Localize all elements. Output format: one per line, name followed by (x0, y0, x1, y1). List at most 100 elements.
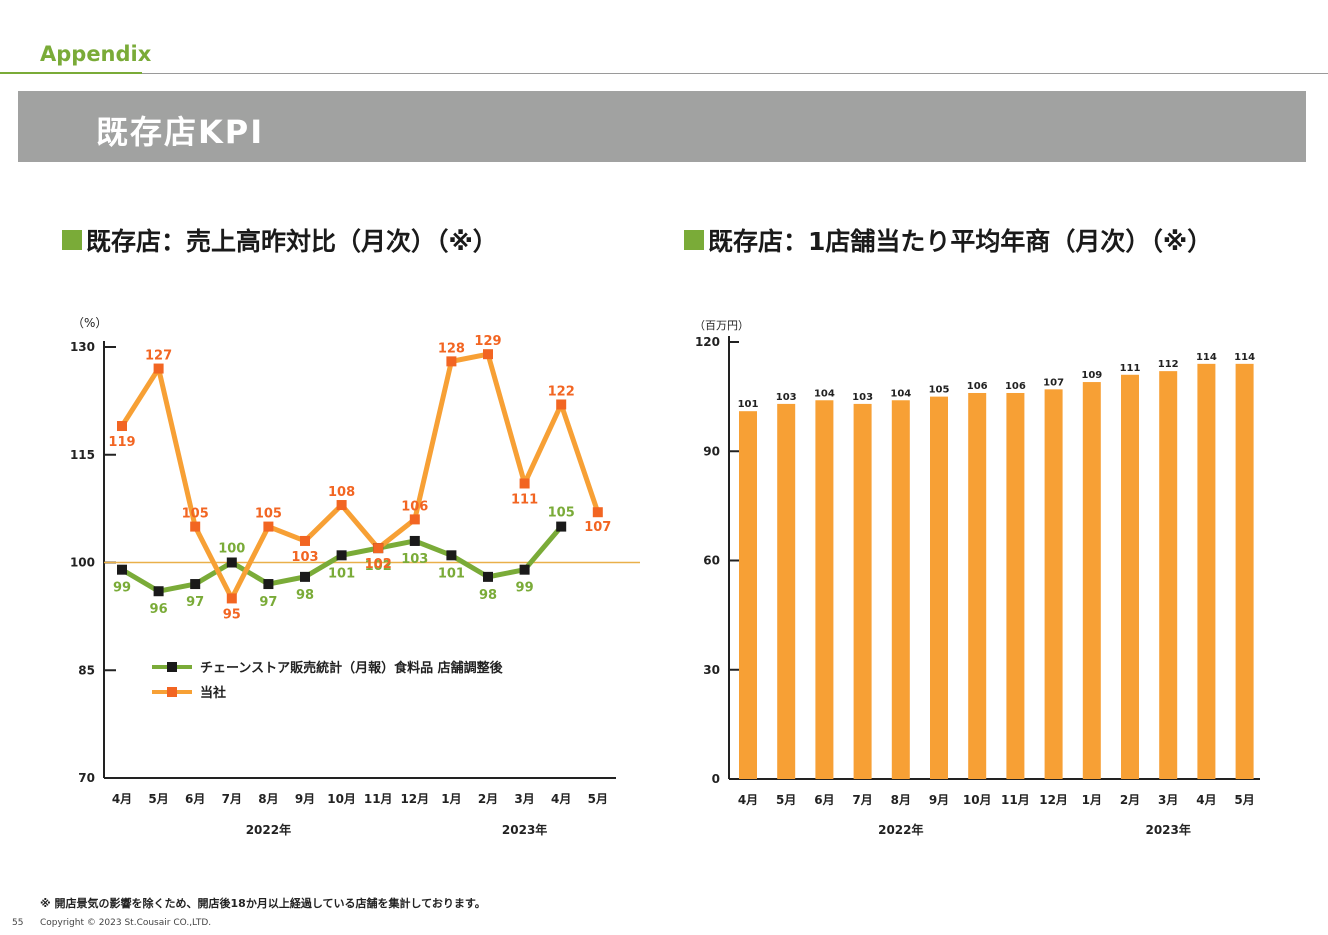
data-label-chain-store: 98 (296, 588, 314, 603)
data-label-company: 127 (145, 349, 172, 364)
point-chain-store (263, 579, 274, 590)
bar (777, 403, 796, 779)
y-tick-label: 85 (78, 663, 95, 677)
data-label-company: 103 (291, 550, 318, 565)
point-company (373, 543, 384, 554)
bar (815, 400, 834, 779)
data-label-chain-store: 100 (218, 542, 245, 557)
legend-label: 当社 (200, 685, 226, 701)
point-company (226, 593, 237, 604)
legend-marker (167, 687, 177, 697)
point-chain-store (226, 557, 237, 568)
point-company (336, 500, 347, 511)
x-tick-label: 5月 (776, 793, 796, 807)
appendix-underline (0, 72, 142, 74)
bar (1235, 363, 1254, 779)
point-chain-store (519, 564, 530, 575)
x-tick-label: 1月 (1082, 793, 1102, 807)
x-tick-label: 3月 (514, 792, 534, 806)
point-company (592, 507, 603, 518)
data-label-company: 111 (511, 492, 538, 507)
y-tick-label: 120 (695, 335, 720, 349)
y-tick-label: 130 (70, 340, 95, 354)
x-tick-label: 6月 (185, 792, 205, 806)
data-label-company: 102 (365, 557, 392, 572)
x-tick-label: 10月 (963, 793, 992, 807)
x-tick-label: 5月 (148, 792, 168, 806)
appendix-label: Appendix (40, 42, 152, 66)
data-label-company: 119 (108, 435, 135, 450)
point-chain-store (300, 571, 310, 582)
x-tick-label: 3月 (1158, 793, 1178, 807)
bar (1197, 363, 1216, 779)
x-tick-label: 2月 (478, 792, 498, 806)
x-tick-label: 9月 (929, 793, 949, 807)
x-tick-label: 7月 (222, 792, 242, 806)
year-label: 2023年 (502, 822, 547, 837)
bar (1044, 389, 1063, 779)
x-tick-label: 8月 (258, 792, 278, 806)
data-label-chain-store: 97 (259, 595, 277, 610)
left-chart-title-text: 既存店：売上高昨対比（月次）（※） (86, 227, 498, 256)
x-tick-label: 4月 (738, 793, 758, 807)
copyright: Copyright © 2023 St.Cousair CO.,LTD. (40, 918, 212, 928)
point-chain-store (153, 586, 164, 597)
bar (1121, 374, 1139, 779)
point-company (190, 521, 201, 532)
point-company (117, 421, 127, 432)
right-chart-title-text: 既存店：1店舗当たり平均年商（月次）（※） (708, 227, 1213, 256)
data-label-company: 105 (255, 507, 282, 522)
y-tick-label: 90 (703, 444, 720, 458)
x-tick-label: 12月 (1039, 793, 1068, 807)
data-label-chain-store: 96 (150, 602, 168, 617)
point-chain-store (556, 521, 567, 532)
point-chain-store (409, 535, 420, 546)
x-tick-label: 11月 (1001, 793, 1030, 807)
x-tick-label: 10月 (327, 792, 356, 806)
bar-value-label: 111 (1120, 363, 1141, 374)
data-label-company: 95 (223, 607, 241, 622)
point-company (519, 478, 530, 489)
bar (930, 396, 948, 779)
x-tick-label: 1月 (441, 792, 461, 806)
data-label-company: 108 (328, 485, 355, 500)
data-label-chain-store: 102 (365, 559, 392, 574)
footnote: ※ 開店景気の影響を除くため、開店後18か月以上経過している店舗を集計しておりま… (40, 897, 486, 910)
point-company (483, 349, 493, 360)
bar-value-label: 109 (1081, 370, 1102, 381)
data-label-chain-store: 99 (516, 581, 534, 596)
bar (739, 411, 757, 779)
title-bar: 既存店KPI (18, 91, 1306, 162)
point-chain-store (190, 579, 201, 590)
bar (1082, 382, 1101, 779)
y-tick-label: 100 (70, 556, 95, 570)
point-company (300, 535, 310, 546)
bar (853, 403, 872, 779)
point-chain-store (336, 550, 347, 561)
green-square-icon (684, 230, 704, 250)
bar-value-label: 114 (1234, 352, 1255, 363)
x-tick-label: 5月 (1234, 793, 1254, 807)
data-label-chain-store: 99 (113, 581, 131, 596)
y-tick-label: 0 (712, 772, 720, 786)
bar (891, 400, 910, 779)
bar-value-label: 101 (738, 399, 759, 410)
year-label: 2022年 (246, 822, 291, 837)
bar-value-label: 103 (776, 392, 797, 403)
x-tick-label: 11月 (364, 792, 393, 806)
y-unit-label: （百万円） (694, 319, 749, 332)
point-chain-store (117, 564, 127, 575)
point-chain-store (483, 571, 493, 582)
point-company (556, 399, 567, 410)
bar-value-label: 103 (852, 392, 873, 403)
y-tick-label: 60 (703, 554, 720, 568)
y-tick-label: 115 (70, 448, 95, 462)
data-label-chain-store: 101 (438, 566, 465, 581)
x-tick-label: 7月 (852, 793, 872, 807)
x-tick-label: 2月 (1120, 793, 1140, 807)
bar-value-label: 104 (814, 388, 835, 399)
bar-value-label: 114 (1196, 352, 1217, 363)
x-tick-label: 12月 (400, 792, 429, 806)
page-title: 既存店KPI (96, 113, 265, 151)
legend-marker (167, 662, 177, 672)
